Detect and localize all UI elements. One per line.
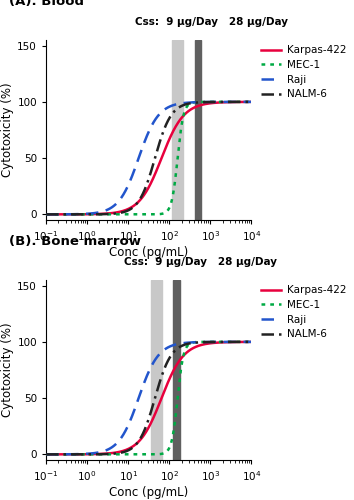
Legend: Karpas-422, MEC-1, Raji, NALM-6: Karpas-422, MEC-1, Raji, NALM-6	[261, 45, 346, 100]
Y-axis label: Cytotoxicity (%): Cytotoxicity (%)	[1, 322, 15, 418]
X-axis label: Conc (pg/mL): Conc (pg/mL)	[109, 246, 188, 258]
X-axis label: Conc (pg/mL): Conc (pg/mL)	[109, 486, 188, 498]
Text: Css:  9 μg/Day   28 μg/Day: Css: 9 μg/Day 28 μg/Day	[135, 18, 289, 28]
Bar	[173, 280, 180, 460]
Legend: Karpas-422, MEC-1, Raji, NALM-6: Karpas-422, MEC-1, Raji, NALM-6	[261, 285, 346, 340]
Bar	[172, 40, 183, 220]
Text: Css:  9 μg/Day   28 μg/Day: Css: 9 μg/Day 28 μg/Day	[124, 258, 277, 268]
Y-axis label: Cytotoxicity (%): Cytotoxicity (%)	[1, 82, 15, 178]
Bar	[195, 40, 201, 220]
Bar	[151, 280, 162, 460]
Text: (A). Blood: (A). Blood	[9, 0, 84, 8]
Text: (B). Bone marrow: (B). Bone marrow	[9, 234, 141, 248]
